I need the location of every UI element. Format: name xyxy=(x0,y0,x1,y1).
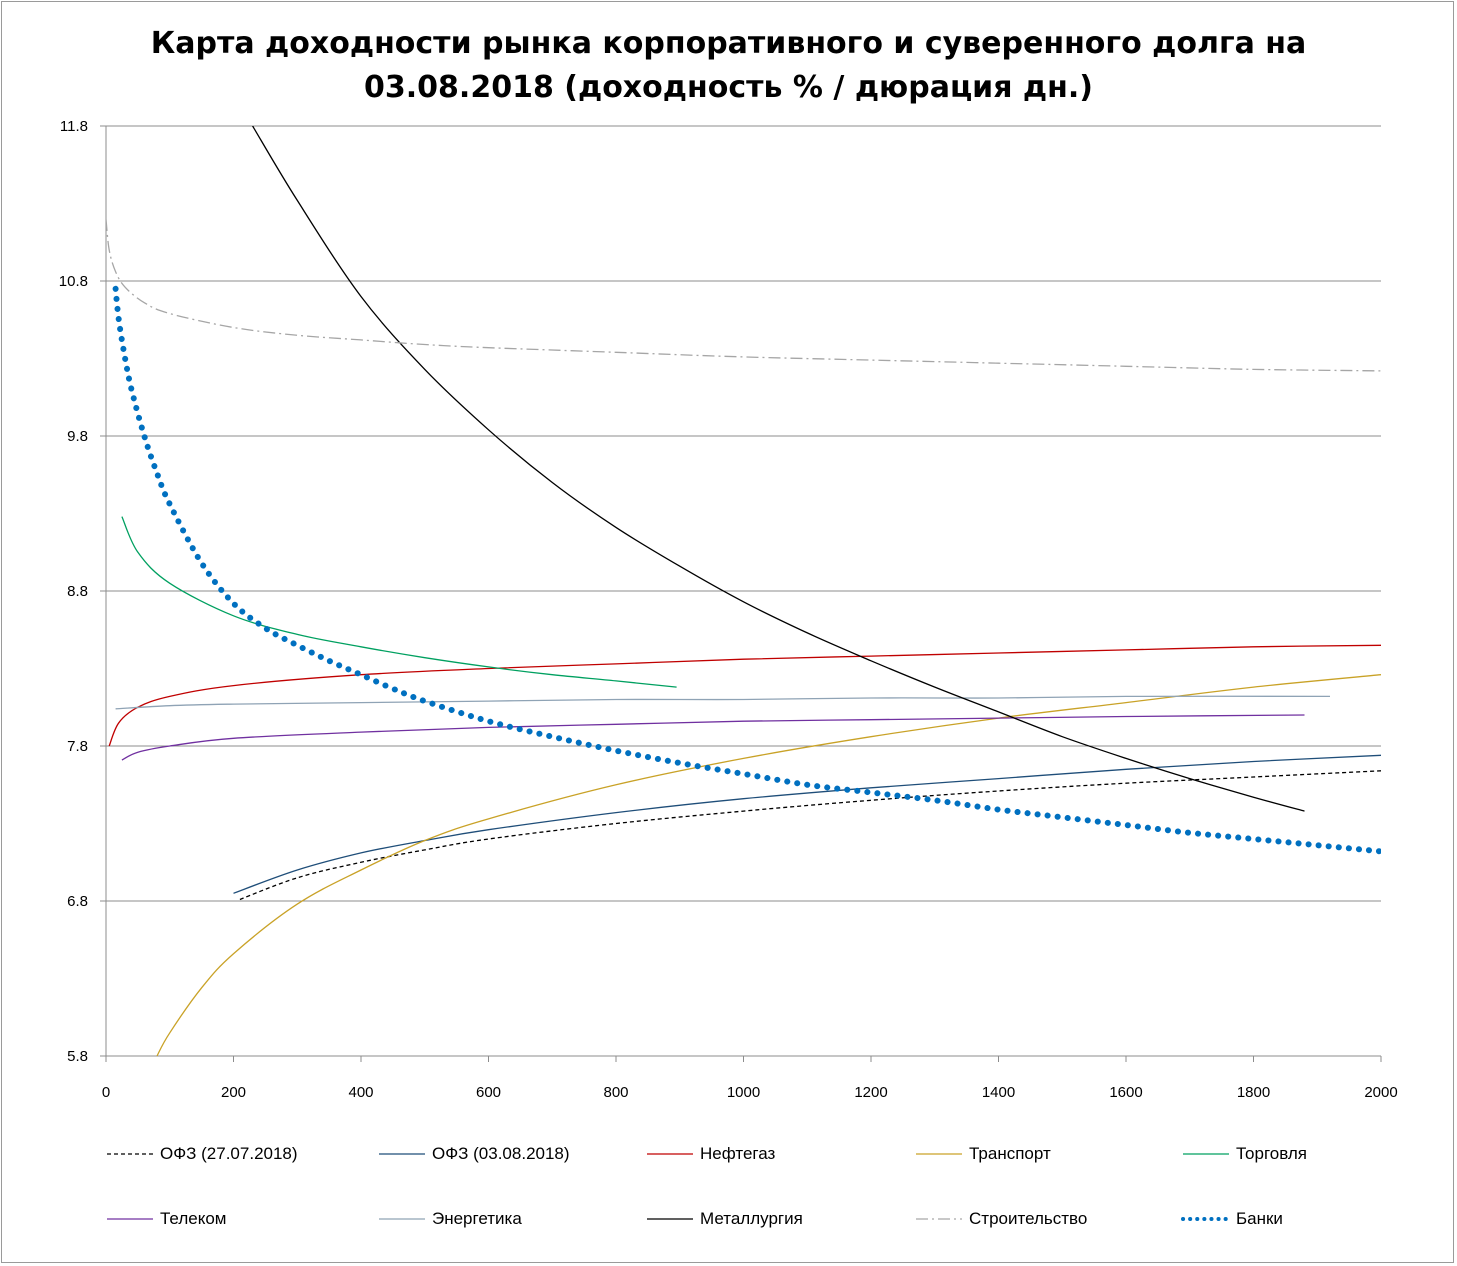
legend-item: Строительство xyxy=(913,1208,1087,1230)
legend-label: Торговля xyxy=(1236,1144,1308,1163)
legend-item: Энергетика xyxy=(376,1208,522,1230)
legend-swatch xyxy=(916,1153,962,1155)
legend-item: Транспорт xyxy=(913,1143,1051,1165)
x-tick-label: 800 xyxy=(603,1084,628,1101)
legend-label: Нефтегаз xyxy=(700,1144,776,1163)
legend-label: Металлургия xyxy=(700,1209,803,1228)
legend-item: ОФЗ (03.08.2018) xyxy=(376,1143,570,1165)
legend-swatch xyxy=(379,1153,425,1155)
gridlines xyxy=(106,125,1381,902)
legend-swatch xyxy=(647,1218,693,1220)
legend-swatch xyxy=(107,1218,153,1220)
legend-label: Телеком xyxy=(160,1209,227,1228)
legend-label: ОФЗ (03.08.2018) xyxy=(432,1144,570,1163)
y-tick-label: 6.8 xyxy=(67,893,88,910)
legend-item: Нефтегаз xyxy=(644,1143,775,1165)
x-tick-label: 1200 xyxy=(854,1084,887,1101)
legend-swatch xyxy=(107,1153,153,1155)
series-line-3 xyxy=(156,674,1381,1056)
x-tick-label: 0 xyxy=(102,1084,110,1101)
legend-label: Строительство xyxy=(969,1209,1088,1228)
series-lines xyxy=(106,126,1381,1056)
series-line-7 xyxy=(252,126,1305,812)
legend-label: Транспорт xyxy=(969,1144,1051,1163)
legend-item: Банки xyxy=(1180,1208,1283,1230)
axes xyxy=(100,125,1382,1062)
legend-item: Телеком xyxy=(104,1208,226,1230)
legend-item: Металлургия xyxy=(644,1208,803,1230)
x-tick-label: 1400 xyxy=(982,1084,1015,1101)
x-tick-label: 600 xyxy=(476,1084,501,1101)
x-tick-label: 1600 xyxy=(1109,1084,1142,1101)
series-line-5 xyxy=(121,714,1305,761)
legend-swatch xyxy=(647,1153,693,1155)
tick-labels: 5.8 6.8 7.8 8.8 9.8 10.8 11.8 0 200 400 600 800 1000… xyxy=(59,118,1398,1101)
legend-swatch xyxy=(1183,1153,1229,1155)
legend-item: Торговля xyxy=(1180,1143,1307,1165)
x-tick-label: 1000 xyxy=(727,1084,760,1101)
y-tick-label: 5.8 xyxy=(67,1048,88,1065)
legend-label: ОФЗ (27.07.2018) xyxy=(160,1144,298,1163)
y-tick-label: 7.8 xyxy=(67,738,88,755)
x-tick-label: 2000 xyxy=(1364,1084,1397,1101)
y-tick-label: 11.8 xyxy=(60,118,88,135)
x-tick-label: 400 xyxy=(348,1084,373,1101)
series-line-4 xyxy=(121,516,677,688)
series-line-6 xyxy=(115,695,1331,710)
x-tick-label: 200 xyxy=(221,1084,246,1101)
series-line-2 xyxy=(108,644,1381,747)
chart-title: Карта доходности рынка корпоративного и … xyxy=(0,22,1457,110)
series-line-0 xyxy=(239,770,1381,901)
x-tick-label: 1800 xyxy=(1237,1084,1270,1101)
legend-item: ОФЗ (27.07.2018) xyxy=(104,1143,298,1165)
legend-swatch xyxy=(916,1218,962,1220)
series-line-8 xyxy=(106,218,1381,372)
y-tick-label: 9.8 xyxy=(67,428,88,445)
legend-label: Энергетика xyxy=(432,1209,522,1228)
legend-swatch xyxy=(379,1218,425,1220)
y-tick-label: 10.8 xyxy=(59,273,88,290)
legend-swatch xyxy=(1181,1217,1231,1221)
series-line-9 xyxy=(112,285,1381,855)
series-line-1 xyxy=(233,754,1381,894)
legend-label: Банки xyxy=(1236,1209,1283,1228)
y-tick-label: 8.8 xyxy=(67,583,88,600)
chart-title-line-1: Карта доходности рынка корпоративного и … xyxy=(150,26,1307,61)
chart-title-line-2: 03.08.2018 (доходность % / дюрация дн.) xyxy=(364,70,1093,105)
